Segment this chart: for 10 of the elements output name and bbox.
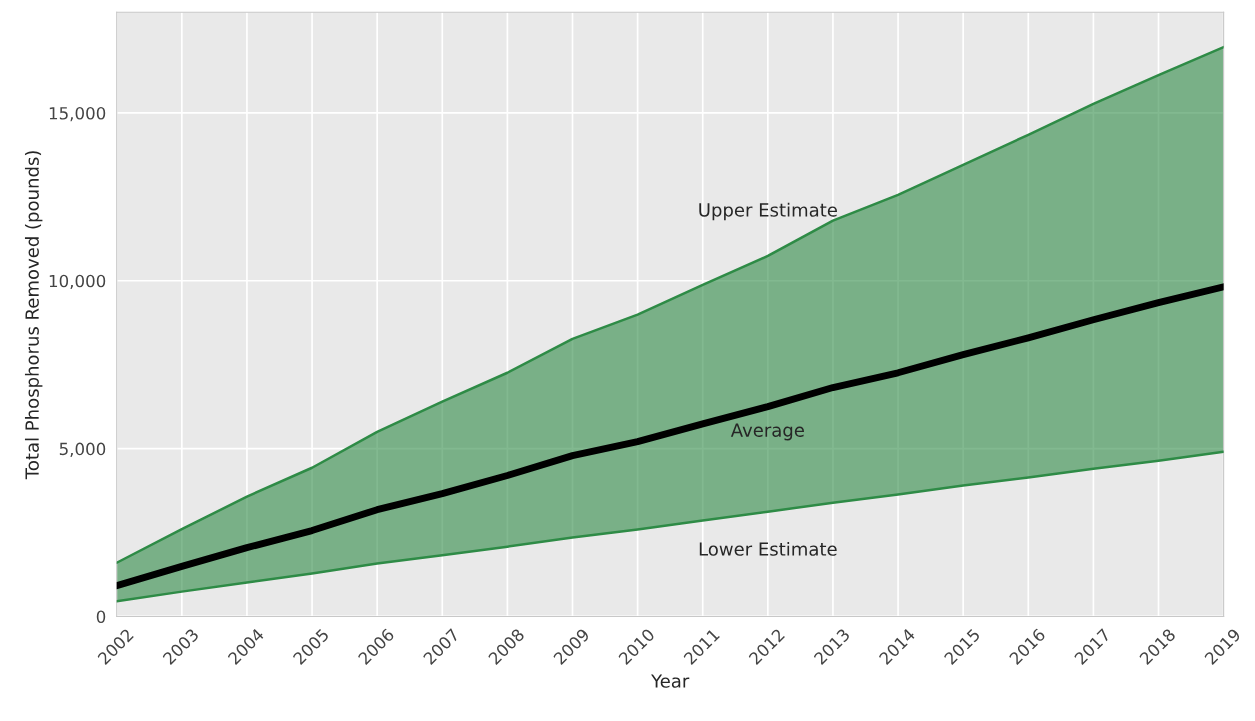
line-series — [116, 450, 1224, 603]
y-tick-label: 15,000 — [49, 106, 106, 122]
series-label: Lower Estimate — [699, 541, 837, 556]
x-axis-title: Year — [651, 674, 690, 688]
y-tick-label: 0 — [96, 610, 106, 624]
series-label: Upper Estimate — [699, 202, 837, 221]
y-tick-label: 5,000 — [59, 442, 106, 457]
y-tick-label: 10,000 — [49, 274, 106, 290]
series-label: Average — [730, 423, 804, 441]
y-axis-title: Total Phosphorus Removed (pounds) — [24, 151, 43, 480]
